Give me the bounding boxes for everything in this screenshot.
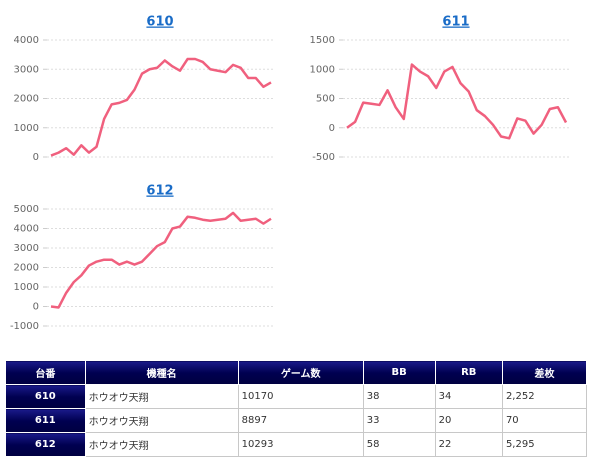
y-tick-label: -1000 — [10, 321, 39, 332]
header-cell: ゲーム数 — [237, 360, 364, 385]
table-row: 612 ホウオウ天翔 10293 58 22 5,295 — [5, 432, 588, 457]
chart-title[interactable]: 610 — [146, 15, 173, 30]
y-tick-label: 1000 — [14, 282, 39, 293]
machine-number: 612 — [5, 432, 86, 457]
y-tick-label: 4000 — [14, 224, 39, 235]
machine-number: 611 — [5, 408, 86, 433]
y-tick-label: -500 — [312, 152, 335, 163]
table-cell: 10170 — [237, 384, 364, 409]
header-cell: RB — [434, 360, 503, 385]
y-tick-label: 5000 — [14, 204, 39, 215]
table-cell: 5,295 — [501, 432, 588, 457]
table-row: 610 ホウオウ天翔 10170 38 34 2,252 — [5, 384, 588, 409]
table-cell: 2,252 — [501, 384, 588, 409]
y-tick-label: 4000 — [14, 35, 39, 46]
y-tick-label: 1500 — [310, 35, 335, 46]
y-tick-label: 2000 — [14, 263, 39, 274]
table-cell: ホウオウ天翔 — [84, 408, 239, 433]
y-tick-label: 3000 — [14, 243, 39, 254]
table-cell: 58 — [362, 432, 436, 457]
charts: 610 0 1000 2000 3000 4000 611 -500 0 500 1000 1500 6… — [10, 15, 570, 332]
y-tick-label: 0 — [33, 152, 39, 163]
table-head: 台番 機種名 ゲーム数 BB RB 差枚 — [5, 360, 588, 385]
table-cell: 70 — [501, 408, 588, 433]
header-cell: 差枚 — [501, 360, 588, 385]
y-tick-label: 0 — [329, 123, 335, 134]
data-line — [50, 57, 272, 157]
table-cell: 33 — [362, 408, 436, 433]
data-line — [346, 63, 568, 140]
table-body: 610 ホウオウ天翔 10170 38 34 2,252 611 ホウオウ天翔 8897 33 20… — [5, 384, 588, 457]
header-cell: BB — [362, 360, 436, 385]
table-cell: 34 — [434, 384, 503, 409]
table-cell: ホウオウ天翔 — [84, 384, 239, 409]
chart-title[interactable]: 612 — [146, 184, 173, 199]
y-tick-label: 3000 — [14, 64, 39, 75]
header-cell: 台番 — [5, 360, 86, 385]
y-tick-label: 1000 — [310, 64, 335, 75]
y-tick-label: 2000 — [14, 94, 39, 105]
table-row: 611 ホウオウ天翔 8897 33 20 70 — [5, 408, 588, 433]
table-cell: 20 — [434, 408, 503, 433]
chart-title[interactable]: 611 — [442, 15, 469, 30]
table-cell: ホウオウ天翔 — [84, 432, 239, 457]
y-tick-label: 500 — [316, 94, 335, 105]
result-table: 台番 機種名 ゲーム数 BB RB 差枚 610 ホウオウ天翔 10170 38 34 2,252 6… — [5, 360, 588, 457]
table-cell: 22 — [434, 432, 503, 457]
header-cell: 機種名 — [84, 360, 239, 385]
table-cell: 8897 — [237, 408, 364, 433]
table-cell: 38 — [362, 384, 436, 409]
table-cell: 10293 — [237, 432, 364, 457]
header-row: 台番 機種名 ゲーム数 BB RB 差枚 — [5, 360, 588, 385]
y-tick-label: 1000 — [14, 123, 39, 134]
y-tick-label: 0 — [33, 302, 39, 313]
machine-number: 610 — [5, 384, 86, 409]
data-line — [50, 211, 272, 309]
